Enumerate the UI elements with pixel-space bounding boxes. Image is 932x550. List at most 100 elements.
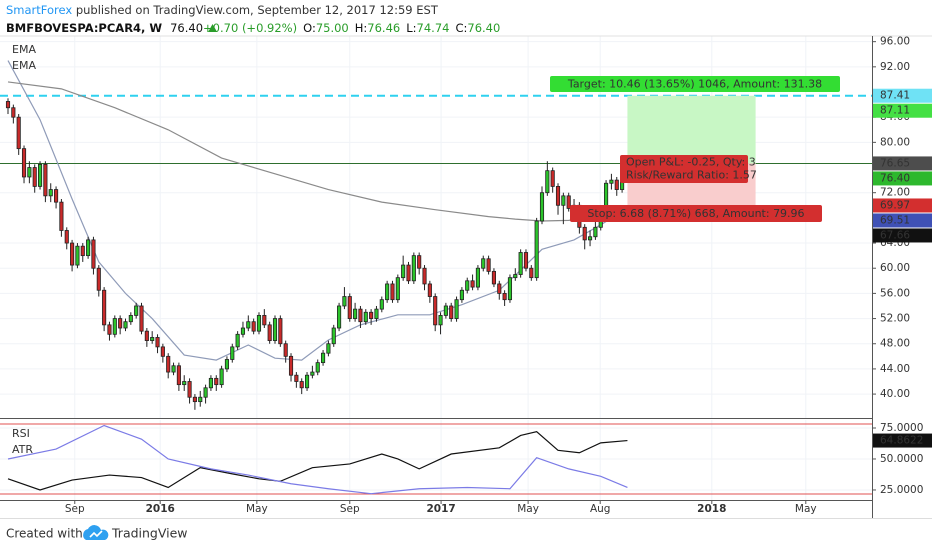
- candle-body: [171, 365, 176, 373]
- candle-body: [550, 170, 555, 187]
- candle-body: [486, 258, 491, 272]
- candle-body: [267, 324, 272, 341]
- candle-body: [5, 101, 11, 109]
- candle-body: [166, 355, 171, 373]
- candle-body: [518, 252, 523, 275]
- stop-label-bg: [570, 205, 822, 222]
- y-tick-label: 44.00: [880, 363, 910, 375]
- candle-body: [529, 267, 534, 279]
- candle-body: [208, 377, 213, 389]
- candle-body: [235, 333, 240, 348]
- candle-body: [459, 289, 464, 301]
- candle-body: [321, 352, 326, 364]
- legend-entry: ATR: [12, 443, 33, 456]
- price-tag: [873, 171, 932, 186]
- candle-body: [337, 305, 342, 329]
- candle-body: [545, 170, 550, 194]
- candle-body: [32, 167, 37, 187]
- y-tick-label: 50.0000: [880, 453, 923, 465]
- candle-body: [353, 308, 358, 319]
- candle-body: [155, 337, 160, 348]
- x-tick-label: Sep: [65, 503, 85, 515]
- candle-body: [374, 308, 379, 319]
- price-tag: [873, 228, 932, 243]
- candle-body: [438, 315, 443, 326]
- candle-body: [288, 355, 294, 376]
- rr-label: Risk/Reward Ratio: 1.57: [626, 169, 757, 182]
- candle-body: [118, 318, 123, 329]
- y-tick-label: 52.00: [880, 313, 910, 325]
- candle-body: [609, 179, 614, 184]
- candle-body: [587, 236, 593, 241]
- candle-body: [342, 296, 347, 307]
- candle-body: [262, 315, 267, 326]
- header-line: SmartForex published on TradingView.com,…: [6, 3, 439, 17]
- candle-body: [310, 371, 315, 376]
- author[interactable]: SmartForex: [6, 3, 72, 17]
- candle-body: [272, 318, 278, 341]
- candle-body: [481, 258, 486, 269]
- price-tag: [873, 103, 932, 118]
- candle-body: [401, 264, 406, 279]
- candle-body: [433, 296, 438, 326]
- y-tick-label: 56.00: [880, 287, 910, 299]
- candle-body: [465, 280, 470, 291]
- candle-body: [75, 245, 80, 266]
- candle-body: [604, 182, 609, 209]
- candle-body: [304, 374, 310, 389]
- footer-brand[interactable]: TradingView: [111, 526, 188, 541]
- legend-entry: EMA: [12, 43, 36, 56]
- candle-body: [502, 292, 507, 301]
- x-tick-label: Sep: [340, 503, 360, 515]
- x-tick-label: 2017: [426, 503, 455, 515]
- y-tick-label: 40.00: [880, 388, 910, 400]
- up-arrow: [208, 24, 218, 32]
- candle-body: [278, 318, 283, 345]
- price-tag-label: 87.11: [880, 105, 910, 117]
- ema-line: [7, 60, 628, 361]
- candle-body: [198, 396, 203, 403]
- candle-body: [214, 377, 219, 386]
- indicator-line: [7, 431, 628, 491]
- indicator-line: [7, 424, 628, 495]
- candle-body: [96, 267, 101, 291]
- candle-body: [379, 299, 384, 310]
- candle-body: [454, 299, 459, 319]
- candle-body: [331, 327, 336, 345]
- candle-body: [294, 374, 299, 382]
- candle-body: [299, 381, 304, 389]
- price-tag-label: 76.65: [880, 157, 910, 169]
- candle-body: [369, 311, 374, 319]
- candle-body: [192, 396, 197, 403]
- x-tick-label: 2016: [146, 503, 175, 515]
- candle-body: [150, 337, 155, 341]
- ohlc-label: L:: [406, 21, 416, 35]
- candle-body: [134, 305, 139, 316]
- candle-body: [513, 274, 518, 279]
- candle-body: [390, 283, 395, 301]
- pnl-label: Open P&L: -0.25, Qty: 3: [626, 156, 756, 169]
- stop-label: Stop: 6.68 (8.71%) 668, Amount: 79.96: [587, 207, 804, 220]
- candle-body: [203, 387, 208, 398]
- candle-body: [219, 368, 224, 386]
- candle-body: [139, 305, 144, 332]
- profit-zone: [627, 95, 756, 164]
- candle-body: [422, 267, 427, 285]
- candle-body: [112, 318, 117, 335]
- candle-body: [283, 343, 288, 357]
- price-tag: [873, 156, 932, 171]
- candle-body: [224, 359, 229, 370]
- tradingview-logo[interactable]: [83, 525, 109, 540]
- candle-body: [523, 252, 529, 269]
- symbol-row: BMFBOVESPA:PCAR4, W 76.40+0.70 (+0.92%) O:…: [6, 21, 500, 35]
- candle-body: [16, 116, 21, 150]
- price-tag: [873, 198, 932, 213]
- y-tick-label: 72.00: [880, 187, 910, 199]
- candle-body: [251, 321, 256, 332]
- price-tag-label: 76.40: [880, 172, 910, 184]
- candle-body: [230, 346, 235, 360]
- x-tick-label: May: [795, 503, 817, 515]
- candle-body: [385, 283, 390, 301]
- y-tick-label: 75.0000: [880, 422, 923, 434]
